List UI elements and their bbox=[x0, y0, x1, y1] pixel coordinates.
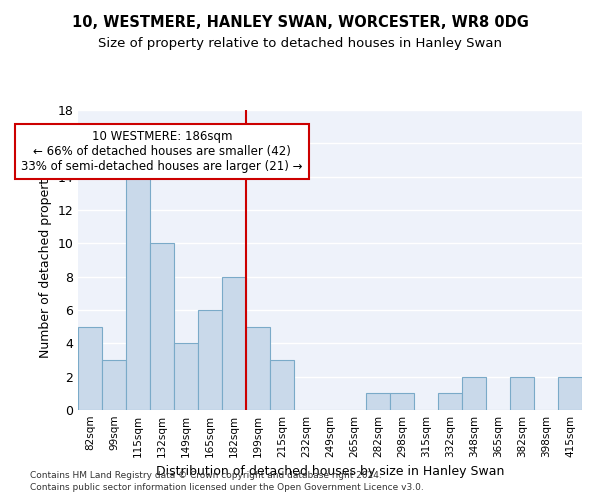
Bar bbox=[462, 376, 486, 410]
Text: Size of property relative to detached houses in Hanley Swan: Size of property relative to detached ho… bbox=[98, 38, 502, 51]
Bar bbox=[222, 276, 246, 410]
X-axis label: Distribution of detached houses by size in Hanley Swan: Distribution of detached houses by size … bbox=[156, 466, 504, 478]
Bar bbox=[126, 176, 150, 410]
Bar bbox=[270, 360, 294, 410]
Bar bbox=[174, 344, 198, 410]
Bar bbox=[366, 394, 390, 410]
Bar bbox=[510, 376, 534, 410]
Y-axis label: Number of detached properties: Number of detached properties bbox=[39, 162, 52, 358]
Text: 10 WESTMERE: 186sqm
← 66% of detached houses are smaller (42)
33% of semi-detach: 10 WESTMERE: 186sqm ← 66% of detached ho… bbox=[21, 130, 303, 173]
Bar bbox=[78, 326, 102, 410]
Text: 10, WESTMERE, HANLEY SWAN, WORCESTER, WR8 0DG: 10, WESTMERE, HANLEY SWAN, WORCESTER, WR… bbox=[71, 15, 529, 30]
Bar bbox=[246, 326, 270, 410]
Bar bbox=[150, 244, 174, 410]
Bar bbox=[102, 360, 126, 410]
Text: Contains HM Land Registry data © Crown copyright and database right 2024.: Contains HM Land Registry data © Crown c… bbox=[30, 471, 382, 480]
Text: Contains public sector information licensed under the Open Government Licence v3: Contains public sector information licen… bbox=[30, 484, 424, 492]
Bar bbox=[198, 310, 222, 410]
Bar bbox=[558, 376, 582, 410]
Bar bbox=[390, 394, 414, 410]
Bar bbox=[438, 394, 462, 410]
